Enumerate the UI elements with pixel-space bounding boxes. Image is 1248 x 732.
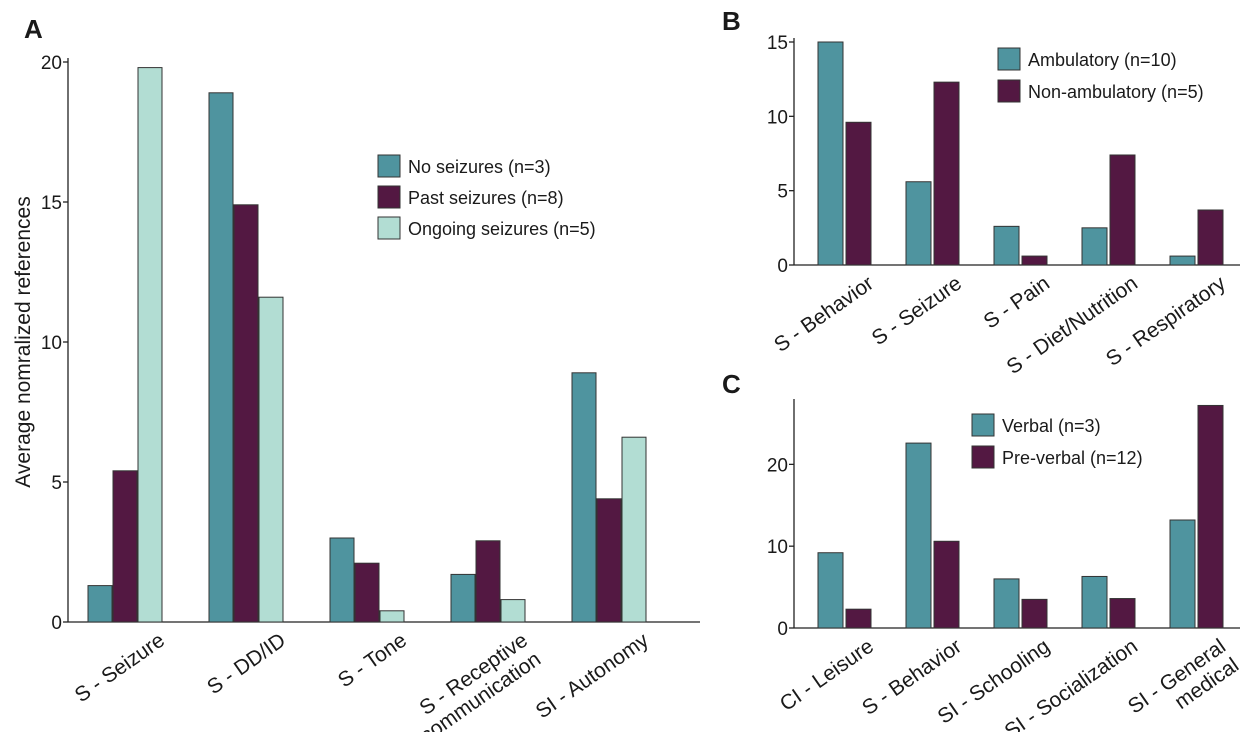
bar — [1022, 599, 1047, 628]
bar — [934, 541, 959, 628]
panel-c-letter: C — [722, 369, 741, 399]
bar — [934, 82, 959, 265]
bar — [906, 182, 931, 265]
bar — [138, 68, 162, 622]
y-tick-label: 0 — [777, 256, 788, 277]
legend-swatch — [378, 217, 400, 239]
bar — [572, 373, 596, 622]
bar — [846, 122, 871, 265]
y-axis-title: Average nomralized references — [12, 196, 35, 487]
y-tick-label: 15 — [767, 33, 788, 54]
legend-label: No seizures (n=3) — [408, 157, 551, 177]
y-tick-label: 15 — [41, 193, 62, 214]
bar — [209, 93, 233, 622]
y-tick-label: 20 — [41, 53, 62, 74]
bar — [1082, 228, 1107, 265]
x-category-label: SI - Generalmedical — [1124, 635, 1243, 732]
x-category-label: S - Receptivecommunication — [403, 629, 545, 732]
bar — [234, 205, 258, 622]
bar — [1198, 210, 1223, 265]
bar — [994, 226, 1019, 265]
bar — [1198, 405, 1223, 628]
legend-swatch — [998, 48, 1020, 70]
y-tick-label: 20 — [767, 455, 788, 476]
x-category-label-line: SI - Autonomy — [532, 628, 654, 723]
bar — [259, 297, 283, 622]
bar — [622, 437, 646, 622]
bar — [355, 563, 379, 622]
x-category-label: S - Seizure — [71, 629, 169, 707]
bar — [818, 553, 843, 628]
x-category-label: S - DD/ID — [203, 629, 290, 699]
panel-a-letter: A — [24, 14, 43, 44]
bar — [1170, 520, 1195, 628]
y-tick-label: 10 — [767, 537, 788, 558]
x-category-label-line: S - Seizure — [71, 629, 169, 707]
bar — [906, 443, 931, 628]
bar — [330, 538, 354, 622]
bar — [597, 499, 621, 622]
bar — [1170, 256, 1195, 265]
x-category-label-line: S - Seizure — [868, 272, 966, 350]
x-category-label: S - Behavior — [770, 272, 878, 357]
y-tick-label: 10 — [41, 333, 62, 354]
y-tick-label: 10 — [767, 107, 788, 128]
legend-swatch — [378, 155, 400, 177]
x-category-label-line: S - Tone — [334, 629, 411, 692]
legend-swatch — [998, 80, 1020, 102]
panel-a-chart: A 0 5 10 15 20 Average nomralized references S… — [12, 14, 700, 732]
bar — [1110, 155, 1135, 265]
legend-swatch — [972, 446, 994, 468]
legend-label: Non-ambulatory (n=5) — [1028, 82, 1204, 102]
bar — [994, 579, 1019, 628]
bar — [113, 471, 137, 622]
x-category-label-line: S - DD/ID — [203, 629, 290, 699]
y-tick-label: 5 — [777, 182, 788, 203]
bar — [380, 611, 404, 622]
y-tick-label: 0 — [51, 613, 62, 634]
bar — [1022, 256, 1047, 265]
legend-label: Verbal (n=3) — [1002, 416, 1101, 436]
legend-swatch — [972, 414, 994, 436]
x-category-label: S - Pain — [980, 272, 1054, 334]
bar — [451, 574, 475, 622]
legend-label: Ongoing seizures (n=5) — [408, 219, 596, 239]
y-tick-label: 5 — [51, 473, 62, 494]
bar — [846, 609, 871, 628]
bar — [476, 541, 500, 622]
y-tick-label: 0 — [777, 619, 788, 640]
bar — [1110, 599, 1135, 628]
panel-b-letter: B — [722, 6, 741, 36]
x-category-label: S - Seizure — [868, 272, 966, 350]
bar — [818, 42, 843, 265]
legend-label: Pre-verbal (n=12) — [1002, 448, 1143, 468]
x-category-label: SI - Autonomy — [532, 628, 654, 723]
bar — [1082, 576, 1107, 628]
legend-label: Ambulatory (n=10) — [1028, 50, 1177, 70]
bar — [88, 586, 112, 622]
x-category-label-line: S - Behavior — [770, 272, 878, 357]
legend-label: Past seizures (n=8) — [408, 188, 564, 208]
bar — [501, 600, 525, 622]
x-category-label: S - Tone — [334, 629, 411, 692]
legend-swatch — [378, 186, 400, 208]
x-category-label-line: S - Pain — [980, 272, 1054, 334]
